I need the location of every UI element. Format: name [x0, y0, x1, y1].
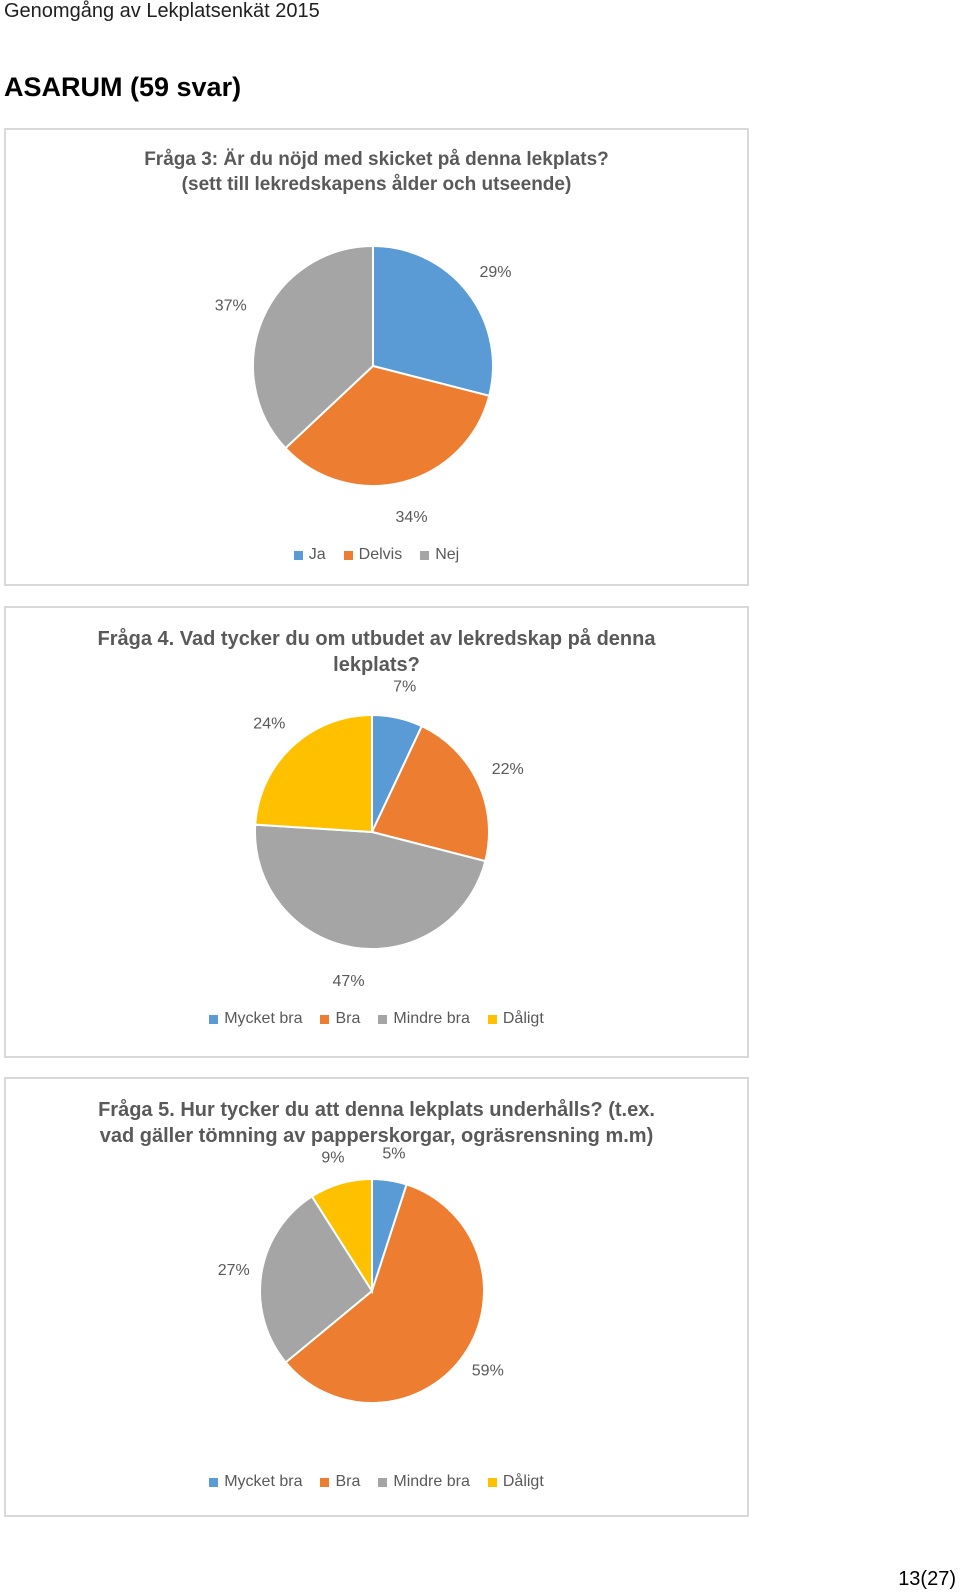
legend-swatch: [209, 1477, 219, 1487]
chart-legend: Ja Delvis Nej: [6, 546, 747, 564]
legend-label: Mycket bra: [224, 1473, 303, 1490]
legend-label: Nej: [435, 546, 460, 563]
legend-item: Delvis: [343, 546, 403, 564]
legend-swatch: [320, 1014, 330, 1024]
chart-legend: Mycket bra Bra Mindre bra Dåligt: [6, 1010, 747, 1028]
chart-fraga-5: Fråga 5. Hur tycker du att denna lekplat…: [4, 1077, 749, 1517]
legend-item: Mindre bra: [378, 1473, 470, 1491]
data-label: 34%: [396, 509, 428, 526]
chart-title: Fråga 3: Är du nöjd med skicket på denna…: [6, 148, 747, 197]
pie-slice: [284, 1183, 485, 1404]
chart-title-line: lekplats?: [333, 654, 420, 676]
pie-slice: [372, 244, 494, 398]
pie-slice: [310, 1177, 373, 1295]
data-label: 59%: [472, 1363, 504, 1380]
chart-title-line: Fråga 5. Hur tycker du att denna lekplat…: [98, 1099, 655, 1121]
legend-label: Mindre bra: [393, 1010, 470, 1027]
legend-swatch: [209, 1014, 219, 1024]
data-label: 37%: [215, 297, 247, 314]
legend-item: Ja: [293, 546, 326, 564]
page-number: 13(27): [898, 1568, 956, 1590]
data-label: 9%: [321, 1150, 344, 1167]
pie-slice: [252, 244, 374, 450]
chart-fraga-3: Fråga 3: Är du nöjd med skicket på denna…: [4, 128, 749, 586]
legend-label: Dåligt: [502, 1473, 544, 1490]
pie-chart: 5% 59% 27% 9%: [218, 1146, 504, 1404]
data-label: 27%: [218, 1262, 250, 1279]
chart-title-line: Fråga 4. Vad tycker du om utbudet av lek…: [97, 628, 656, 650]
chart-title-line: Fråga 3: Är du nöjd med skicket på denna…: [144, 149, 609, 170]
legend-label: Bra: [335, 1010, 361, 1027]
section-title: ASARUM (59 svar): [4, 72, 242, 102]
legend-swatch: [378, 1014, 388, 1024]
pie-slice: [254, 823, 487, 950]
legend-swatch: [487, 1477, 497, 1487]
legend-swatch: [320, 1477, 330, 1487]
legend-item: Mycket bra: [209, 1473, 302, 1491]
legend-swatch: [378, 1477, 388, 1487]
legend-swatch: [420, 550, 430, 560]
legend-swatch: [487, 1014, 497, 1024]
document-header: Genomgång av Lekplatsenkät 2015: [4, 0, 320, 22]
pie-slice: [284, 364, 491, 487]
data-label: 24%: [253, 716, 285, 733]
data-label: 22%: [492, 761, 524, 778]
legend-label: Delvis: [358, 546, 403, 563]
data-label: 47%: [333, 973, 365, 990]
chart-legend: Mycket bra Bra Mindre bra Dåligt: [6, 1473, 747, 1491]
data-label: 29%: [479, 264, 511, 281]
pie-slice: [370, 724, 490, 863]
pie-chart: 7% 22% 47% 24%: [253, 679, 524, 991]
data-label: 5%: [382, 1146, 405, 1163]
legend-swatch: [343, 550, 353, 560]
chart-title: Fråga 4. Vad tycker du om utbudet av lek…: [6, 626, 747, 678]
legend-item: Dåligt: [487, 1473, 544, 1491]
chart-title-line: (sett till lekredskapens ålder och utsee…: [181, 173, 572, 195]
legend-label: Mindre bra: [393, 1473, 470, 1490]
legend-label: Bra: [335, 1473, 361, 1490]
pie-chart: 29% 34% 37%: [215, 244, 511, 526]
legend-label: Mycket bra: [224, 1010, 303, 1027]
legend-swatch: [293, 550, 303, 560]
legend-label: Ja: [308, 546, 326, 563]
data-label: 7%: [393, 679, 416, 696]
legend-item: Nej: [420, 546, 459, 564]
pie-slice: [254, 713, 373, 834]
legend-item: Mindre bra: [378, 1010, 470, 1028]
chart-fraga-4: Fråga 4. Vad tycker du om utbudet av lek…: [4, 606, 749, 1058]
chart-title: Fråga 5. Hur tycker du att denna lekplat…: [6, 1097, 747, 1149]
legend-item: Bra: [320, 1010, 360, 1028]
legend-item: Dåligt: [487, 1010, 544, 1028]
pie-slice: [259, 1195, 374, 1364]
legend-label: Dåligt: [502, 1010, 544, 1027]
chart-title-line: vad gäller tömning av papperskorgar, ogr…: [99, 1125, 654, 1147]
legend-item: Mycket bra: [209, 1010, 302, 1028]
legend-item: Bra: [320, 1473, 360, 1491]
